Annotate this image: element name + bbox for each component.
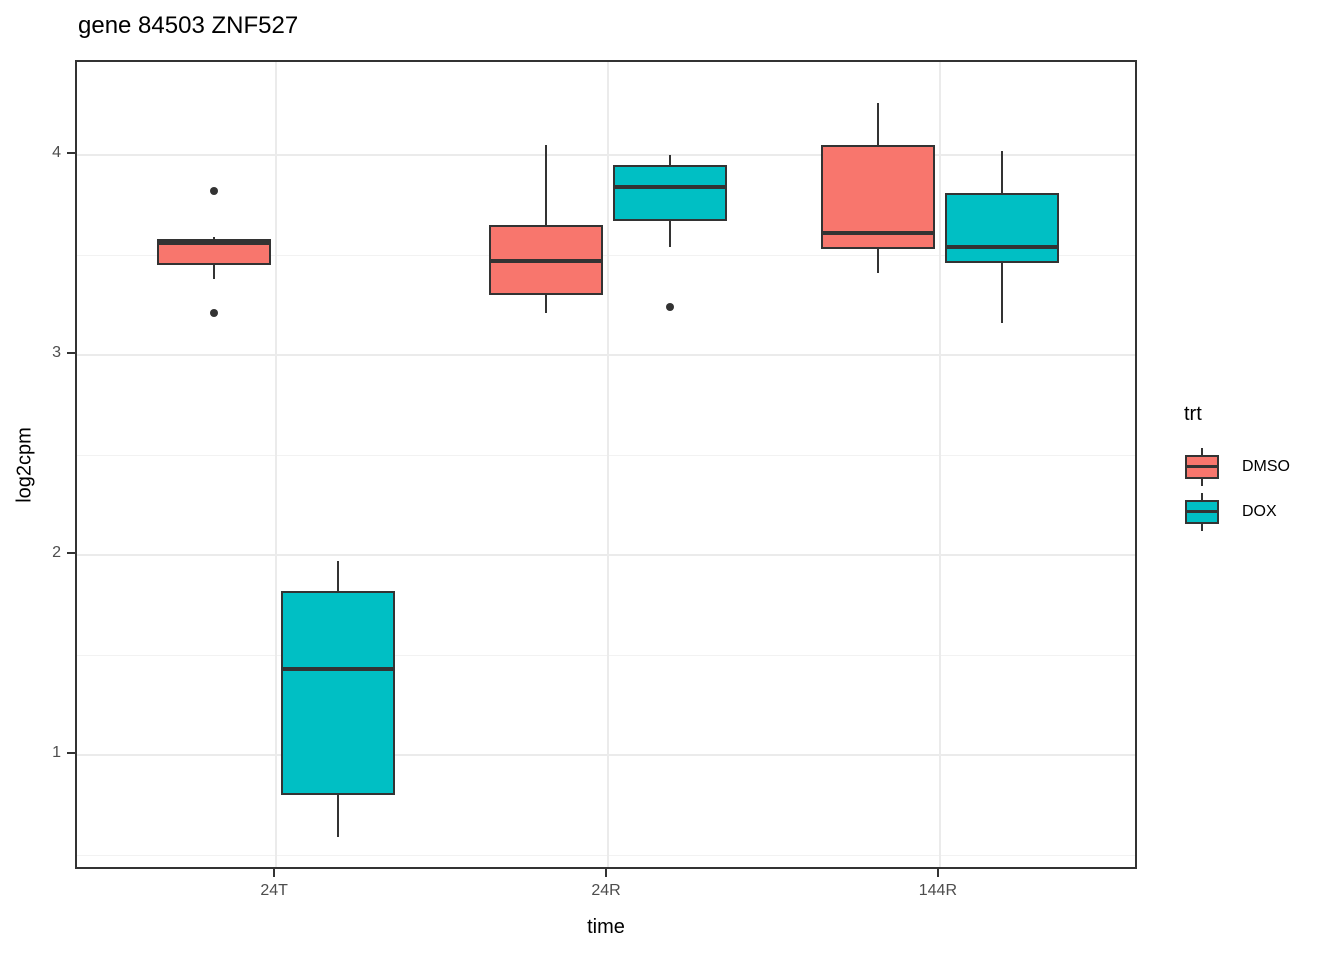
box-rect — [944, 193, 1059, 263]
gridline-y-minor — [77, 654, 1135, 656]
gridline-x-major — [938, 62, 941, 867]
y-tick-label: 4 — [52, 144, 61, 161]
box-median — [489, 259, 603, 263]
box-median — [157, 241, 272, 245]
gridline-x-major — [607, 62, 609, 867]
gridline-y-major — [77, 354, 1135, 356]
y-tick-label: 3 — [52, 344, 61, 361]
gridline-y-major — [77, 154, 1135, 156]
x-tick-label: 24R — [591, 882, 621, 899]
x-tick-mark — [605, 869, 607, 877]
legend-entry: DMSO — [1184, 444, 1290, 489]
legend-title: trt — [1184, 403, 1202, 425]
box-median — [944, 245, 1059, 249]
x-tick-label: 144R — [918, 882, 957, 899]
x-tick-label: 24T — [260, 882, 288, 899]
legend-entry: DOX — [1184, 489, 1290, 534]
box-median — [281, 667, 396, 671]
gridline-x-major — [275, 62, 278, 867]
y-axis-title: log2cpm — [13, 427, 36, 503]
outlier-point — [210, 187, 219, 195]
y-tick-mark — [67, 752, 75, 754]
y-tick-mark — [67, 552, 75, 554]
y-tick-label: 1 — [52, 744, 61, 761]
box-median — [613, 185, 727, 189]
box-rect — [281, 591, 396, 795]
box-median — [820, 231, 935, 235]
gridline-y-minor — [77, 854, 1135, 856]
legend-key-median — [1185, 464, 1219, 468]
y-tick-mark — [67, 152, 75, 154]
legend: trt DMSO DOX — [1184, 403, 1290, 534]
legend-key-glyph — [1184, 447, 1220, 486]
legend-key-label: DMSO — [1242, 457, 1290, 475]
gridline-y-minor — [77, 454, 1135, 456]
x-tick-mark — [273, 869, 276, 877]
legend-key-label: DOX — [1242, 502, 1277, 520]
y-tick-mark — [67, 352, 75, 354]
legend-key-median — [1185, 509, 1219, 513]
plot-title: gene 84503 ZNF527 — [78, 12, 299, 39]
y-tick-label: 2 — [52, 544, 61, 561]
outlier-point — [666, 303, 674, 311]
box-rect — [613, 165, 727, 221]
legend-key-glyph — [1184, 492, 1220, 531]
outlier-point — [210, 309, 219, 317]
x-tick-mark — [936, 869, 939, 877]
plot-panel — [75, 60, 1137, 869]
legend-entries: DMSO DOX — [1184, 444, 1290, 534]
x-axis-title: time — [587, 916, 625, 938]
gridline-y-minor — [77, 254, 1135, 256]
gridline-y-major — [77, 754, 1135, 756]
gridline-y-major — [77, 554, 1135, 556]
